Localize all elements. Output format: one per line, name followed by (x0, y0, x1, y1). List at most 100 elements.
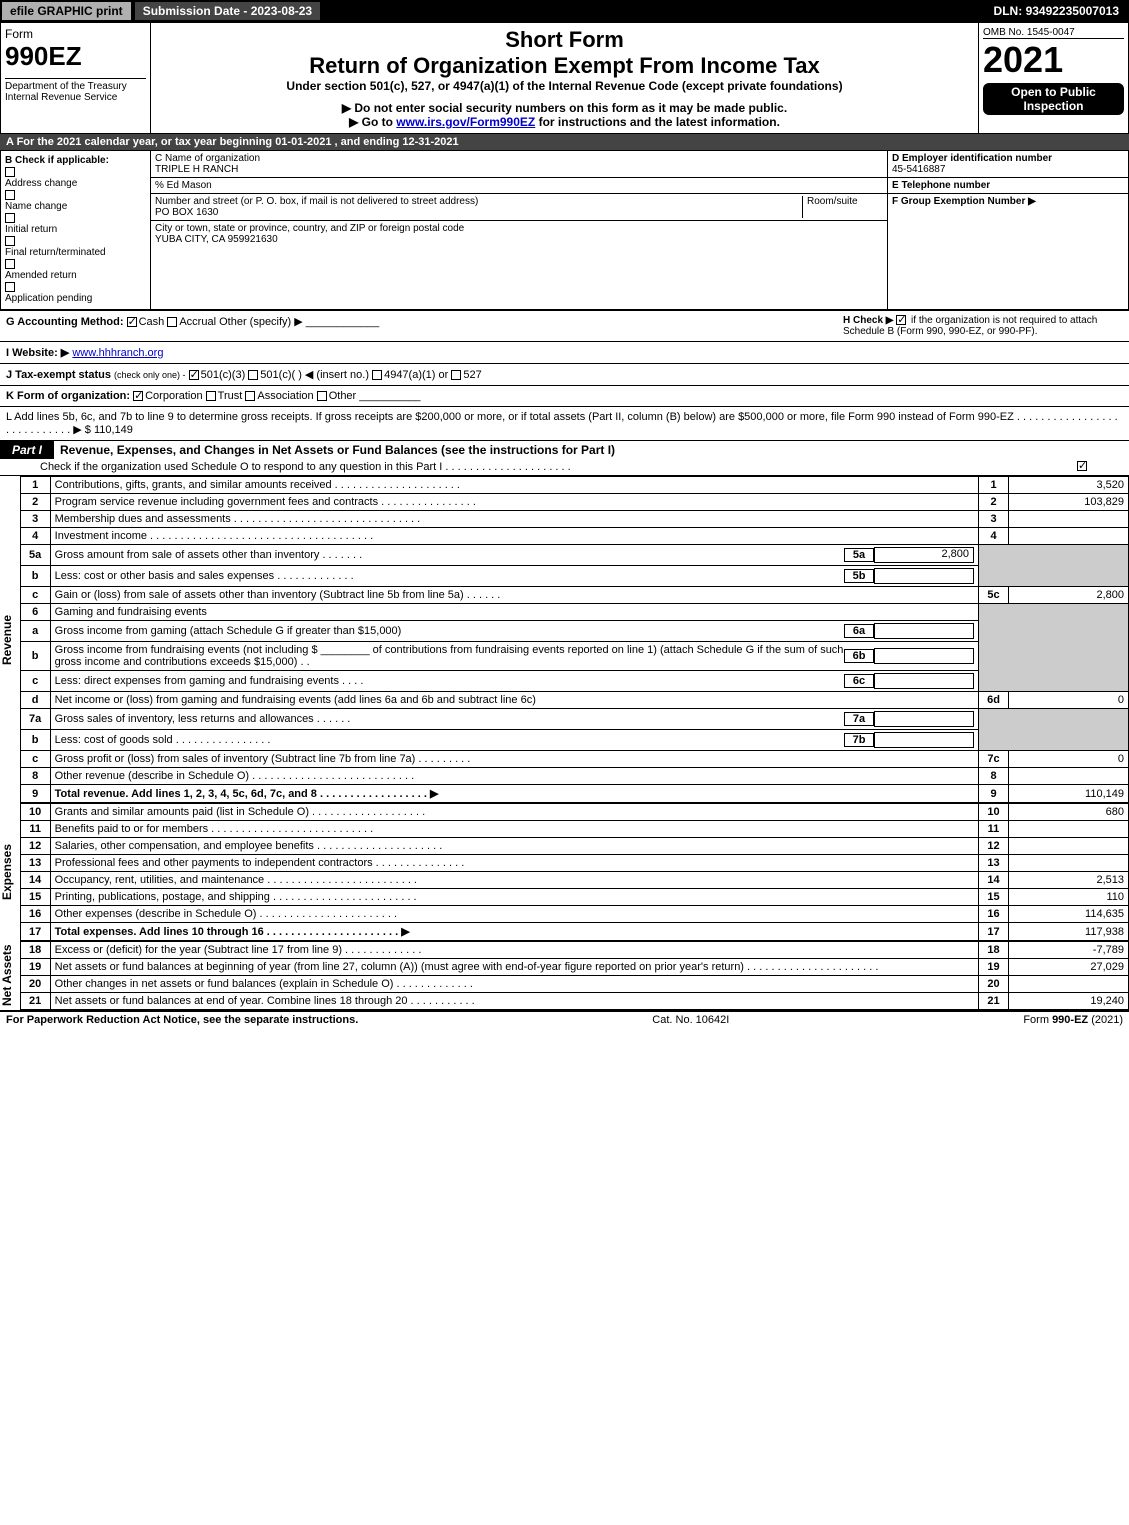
submission-date-button[interactable]: Submission Date - 2023-08-23 (135, 2, 320, 20)
line-5c-val: 2,800 (1009, 587, 1129, 604)
line-11-desc: Benefits paid to or for members . . . . … (50, 821, 978, 838)
form-of-org-label: K Form of organization: (6, 390, 130, 402)
check-schedule-b[interactable] (896, 315, 906, 325)
section-bcdef: B Check if applicable: Address change Na… (0, 150, 1129, 310)
tax-exempt-label: J Tax-exempt status (6, 369, 111, 381)
line-6a-val (874, 623, 974, 639)
top-bar: efile GRAPHIC print Submission Date - 20… (0, 0, 1129, 22)
org-name-label: C Name of organization (155, 153, 260, 164)
line-8-val (1009, 768, 1129, 785)
line-5a-desc: Gross amount from sale of assets other t… (55, 549, 844, 561)
section-l: L Add lines 5b, 6c, and 7b to line 9 to … (0, 406, 1129, 440)
line-12-desc: Salaries, other compensation, and employ… (50, 838, 978, 855)
check-initial-return[interactable] (5, 213, 15, 223)
line-a: A For the 2021 calendar year, or tax yea… (0, 134, 1129, 150)
form-label: Form (5, 27, 146, 41)
section-b: B Check if applicable: Address change Na… (1, 151, 151, 309)
check-cash[interactable] (127, 317, 137, 327)
line-7a-desc: Gross sales of inventory, less returns a… (55, 713, 844, 725)
section-def: D Employer identification number 45-5416… (888, 151, 1128, 309)
city-label: City or town, state or province, country… (155, 223, 464, 234)
website-label: I Website: ▶ (6, 347, 69, 359)
line-19-val: 27,029 (1009, 959, 1129, 976)
line-18-desc: Excess or (deficit) for the year (Subtra… (50, 942, 978, 959)
street-value: PO BOX 1630 (155, 207, 218, 218)
line-4-val (1009, 528, 1129, 545)
check-accrual[interactable] (167, 317, 177, 327)
line-9-val: 110,149 (1009, 785, 1129, 803)
line-4-desc: Investment income . . . . . . . . . . . … (50, 528, 978, 545)
check-amended-return[interactable] (5, 259, 15, 269)
line-1-desc: Contributions, gifts, grants, and simila… (50, 477, 978, 494)
line-14-desc: Occupancy, rent, utilities, and maintena… (50, 872, 978, 889)
check-address-change[interactable] (5, 167, 15, 177)
short-form-title: Short Form (155, 27, 974, 53)
l-value: $ 110,149 (85, 424, 133, 436)
website-link[interactable]: www.hhhranch.org (72, 347, 163, 359)
line-16-val: 114,635 (1009, 906, 1129, 923)
line-19-desc: Net assets or fund balances at beginning… (50, 959, 978, 976)
efile-button[interactable]: efile GRAPHIC print (2, 2, 131, 20)
section-c: C Name of organization TRIPLE H RANCH % … (151, 151, 888, 309)
line-6d-desc: Net income or (loss) from gaming and fun… (50, 692, 978, 709)
phone-label: E Telephone number (892, 180, 990, 191)
footer-right: Form 990-EZ (2021) (1023, 1014, 1123, 1026)
care-of: % Ed Mason (151, 178, 887, 194)
subtitle: Under section 501(c), 527, or 4947(a)(1)… (155, 79, 974, 93)
netassets-table: 18Excess or (deficit) for the year (Subt… (20, 941, 1129, 1010)
section-k: K Form of organization: Corporation Trus… (0, 385, 1129, 406)
part1-label: Part I (0, 441, 54, 459)
line-18-val: -7,789 (1009, 942, 1129, 959)
dln: DLN: 93492235007013 (986, 2, 1127, 20)
page-footer: For Paperwork Reduction Act Notice, see … (0, 1010, 1129, 1028)
check-association[interactable] (245, 391, 255, 401)
line-21-desc: Net assets or fund balances at end of ye… (50, 993, 978, 1010)
part1-check-text: Check if the organization used Schedule … (40, 461, 571, 473)
line-14-val: 2,513 (1009, 872, 1129, 889)
check-schedule-o[interactable] (1077, 461, 1087, 471)
main-title: Return of Organization Exempt From Incom… (155, 53, 974, 79)
check-527[interactable] (451, 370, 461, 380)
omb-number: OMB No. 1545-0047 (983, 27, 1124, 39)
line-20-val (1009, 976, 1129, 993)
check-corporation[interactable] (133, 391, 143, 401)
line-6d-val: 0 (1009, 692, 1129, 709)
line-5c-desc: Gain or (loss) from sale of assets other… (50, 587, 978, 604)
check-name-change[interactable] (5, 190, 15, 200)
check-application-pending[interactable] (5, 282, 15, 292)
room-label: Room/suite (803, 196, 883, 218)
form-number: 990EZ (5, 41, 146, 72)
line-5a-val: 2,800 (874, 547, 974, 563)
line-8-desc: Other revenue (describe in Schedule O) .… (50, 768, 978, 785)
irs-link[interactable]: www.irs.gov/Form990EZ (396, 115, 535, 129)
group-exemption-label: F Group Exemption Number ▶ (892, 196, 1036, 207)
line-20-desc: Other changes in net assets or fund bala… (50, 976, 978, 993)
line-5b-desc: Less: cost or other basis and sales expe… (55, 570, 844, 582)
notice-link-row: ▶ Go to www.irs.gov/Form990EZ for instru… (155, 115, 974, 129)
expenses-side-label: Expenses (0, 803, 20, 941)
ein-value: 45-5416887 (892, 164, 945, 175)
line-11-val (1009, 821, 1129, 838)
check-other-org[interactable] (317, 391, 327, 401)
check-501c3[interactable] (189, 370, 199, 380)
revenue-table: 1Contributions, gifts, grants, and simil… (20, 476, 1129, 803)
line-15-val: 110 (1009, 889, 1129, 906)
check-4947[interactable] (372, 370, 382, 380)
footer-mid: Cat. No. 10642I (652, 1014, 729, 1026)
netassets-side-label: Net Assets (0, 941, 20, 1010)
dept-label: Department of the Treasury (5, 78, 146, 92)
check-501c[interactable] (248, 370, 258, 380)
part1-header: Part I Revenue, Expenses, and Changes in… (0, 440, 1129, 459)
line-1-val: 3,520 (1009, 477, 1129, 494)
line-5b-val (874, 568, 974, 584)
line-6b-desc: Gross income from fundraising events (no… (55, 644, 844, 668)
check-trust[interactable] (206, 391, 216, 401)
line-7b-val (874, 732, 974, 748)
other-specify: Other (specify) ▶ (219, 316, 303, 328)
expenses-table: 10Grants and similar amounts paid (list … (20, 803, 1129, 941)
line-2-desc: Program service revenue including govern… (50, 494, 978, 511)
open-public-badge: Open to Public Inspection (983, 83, 1124, 115)
line-2-val: 103,829 (1009, 494, 1129, 511)
line-6b-val (874, 648, 974, 664)
check-final-return[interactable] (5, 236, 15, 246)
